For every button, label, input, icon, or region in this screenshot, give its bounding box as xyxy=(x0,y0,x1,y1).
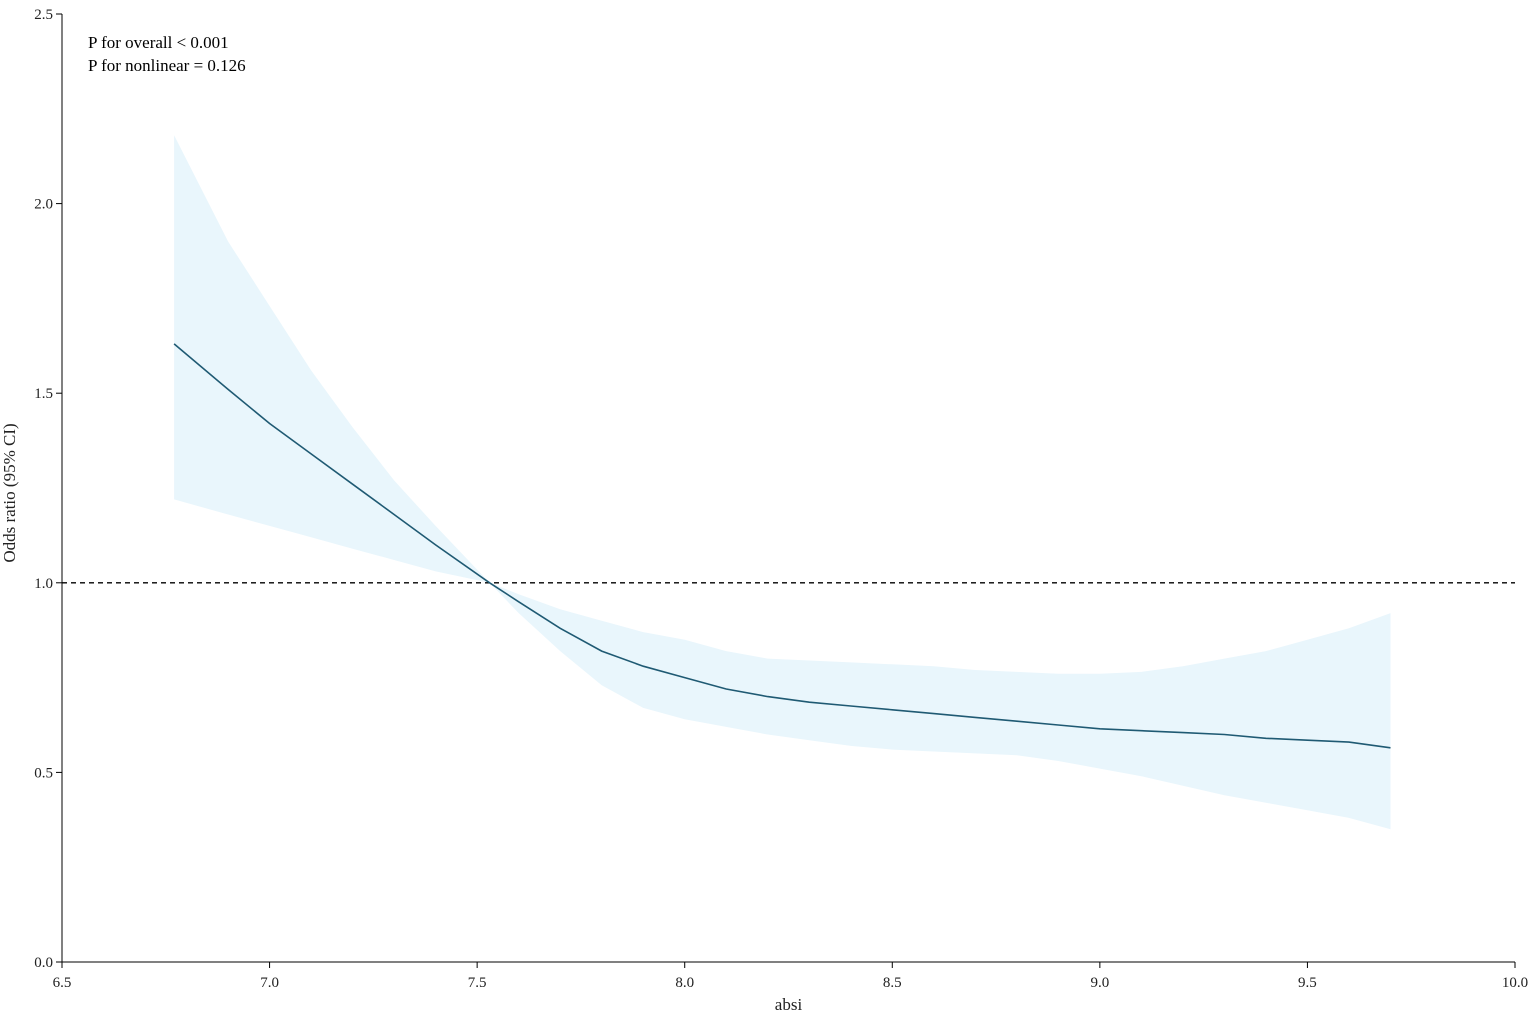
p-nonlinear-annotation: P for nonlinear = 0.126 xyxy=(88,56,246,75)
y-tick-label: 2.5 xyxy=(34,7,53,23)
odds-ratio-line xyxy=(173,343,1391,749)
x-tick-label: 9.5 xyxy=(1298,975,1317,991)
x-axis-title: absi xyxy=(775,995,803,1014)
x-tick-label: 10.0 xyxy=(1502,975,1528,991)
y-tick-label: 1.5 xyxy=(34,386,53,402)
y-tick-label: 0.5 xyxy=(34,765,53,781)
x-tick-label: 7.5 xyxy=(468,975,487,991)
y-tick-label: 1.0 xyxy=(34,576,53,592)
y-tick-label: 2.0 xyxy=(34,197,53,213)
x-axis-ticks: 6.5 7.0 7.5 8.0 8.5 9.0 9.5 10.0 xyxy=(53,962,1528,991)
confidence-band xyxy=(174,135,1391,830)
x-tick-label: 8.5 xyxy=(883,975,902,991)
p-overall-annotation: P for overall < 0.001 xyxy=(88,33,229,52)
y-axis-title: Odds ratio (95% CI) xyxy=(0,423,19,562)
x-tick-label: 6.5 xyxy=(53,975,72,991)
y-tick-label: 0.0 xyxy=(34,955,53,971)
y-axis-ticks: 0.0 0.5 1.0 1.5 2.0 2.5 xyxy=(34,7,62,971)
x-tick-label: 9.0 xyxy=(1090,975,1109,991)
x-tick-label: 7.0 xyxy=(260,975,279,991)
x-tick-label: 8.0 xyxy=(675,975,694,991)
